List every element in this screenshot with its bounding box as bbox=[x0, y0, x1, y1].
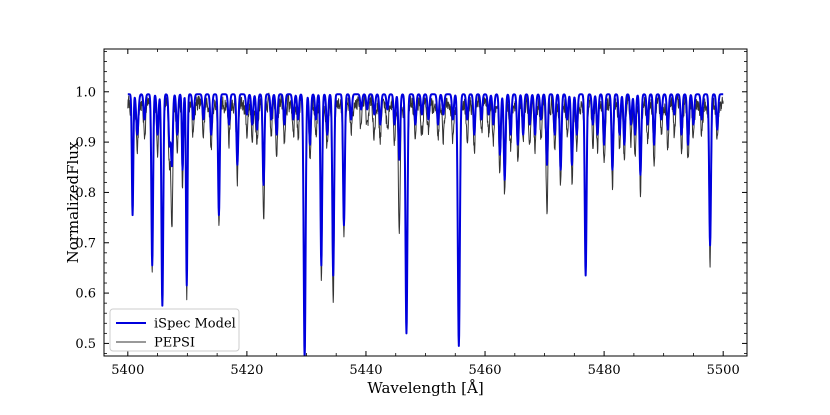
x-tick-label: 5420 bbox=[230, 363, 263, 378]
x-tick-label: 5400 bbox=[111, 363, 144, 378]
legend-box bbox=[109, 308, 240, 352]
x-tick-label: 5460 bbox=[468, 363, 501, 378]
x-tick-label: 5440 bbox=[349, 363, 382, 378]
legend-label-pepsi: PEPSI bbox=[154, 336, 195, 351]
y-tick-label: 0.6 bbox=[75, 287, 96, 302]
series-layer bbox=[127, 92, 724, 356]
x-axis-ticks: 5400 5420 5440 5460 5480 5500 bbox=[111, 49, 740, 378]
y-tick-label: 0.9 bbox=[75, 136, 96, 151]
y-tick-label: 0.7 bbox=[75, 236, 96, 251]
y-tick-label: 0.8 bbox=[75, 186, 96, 201]
legend-label-ispec-model: iSpec Model bbox=[154, 317, 236, 332]
y-axis-label: NormalizedFlux bbox=[64, 141, 82, 263]
x-tick-label: 5500 bbox=[707, 363, 740, 378]
series-line-ispec-model bbox=[127, 93, 724, 356]
x-tick-label: 5480 bbox=[588, 363, 621, 378]
y-axis-ticks: 0.5 0.6 0.7 0.8 0.9 1.0 bbox=[75, 51, 747, 354]
y-tick-label: 0.5 bbox=[75, 337, 96, 352]
x-axis-label: Wavelength [Å] bbox=[367, 379, 483, 397]
legend: iSpec Model PEPSI bbox=[109, 308, 240, 352]
y-tick-label: 1.0 bbox=[75, 85, 96, 100]
